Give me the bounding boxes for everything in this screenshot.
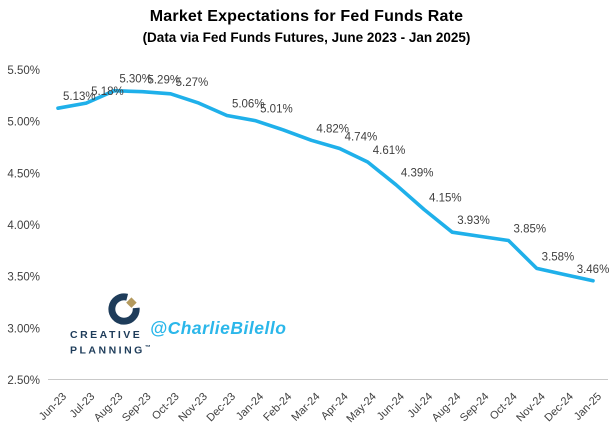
data-point-label: 4.82%: [316, 123, 349, 135]
data-point-label: 3.85%: [514, 224, 547, 236]
x-axis-tick-label: Nov-23: [176, 391, 210, 425]
x-axis-tick-label: Sep-23: [120, 391, 154, 425]
x-axis-tick-label: Jun-23: [37, 391, 69, 423]
x-axis-tick-label: Mar-24: [289, 391, 322, 424]
chart-title: Market Expectations for Fed Funds Rate: [149, 8, 464, 25]
creative-planning-logo: CREATIVE PLANNING™: [66, 291, 151, 358]
rate-line: [56, 88, 595, 283]
x-axis-tick-label: Jun-24: [375, 391, 407, 423]
y-axis-tick-label: 2.50%: [7, 375, 40, 387]
x-axis-tick-label: Feb-24: [261, 391, 294, 424]
x-axis-tick-label: Aug-23: [92, 391, 126, 425]
data-point-label: 4.74%: [345, 132, 378, 144]
creative-planning-logo-icon: [108, 293, 140, 325]
x-axis-tick-label: May-24: [344, 391, 378, 425]
y-axis-tick-label: 3.50%: [7, 272, 40, 284]
data-point-label: 5.18%: [91, 86, 124, 98]
data-point-label: 5.13%: [63, 91, 96, 103]
x-axis-tick-label: Dec-23: [205, 391, 239, 425]
data-point-label: 5.30%: [119, 74, 152, 86]
y-axis-tick-label: 3.00%: [7, 323, 40, 335]
x-axis-tick-label: Aug-24: [430, 391, 464, 425]
data-point-label: 3.93%: [457, 215, 490, 227]
twitter-handle: @CharlieBilello: [150, 318, 287, 338]
y-axis-tick-label: 5.00%: [7, 117, 40, 129]
x-axis-tick-label: Nov-24: [514, 391, 548, 425]
x-axis-tick-label: Sep-24: [458, 391, 492, 425]
data-point-label: 3.46%: [577, 264, 610, 276]
data-point-label: 3.58%: [542, 251, 575, 263]
y-axis-tick-label: 4.50%: [7, 168, 40, 180]
logo-trademark: ™: [144, 345, 151, 351]
logo-text-line1: CREATIVE: [70, 329, 143, 341]
data-point-label: 4.61%: [373, 145, 406, 157]
data-point-label: 4.39%: [401, 168, 434, 180]
y-axis-tick-label: 4.00%: [7, 220, 40, 232]
data-point-label: 5.06%: [232, 98, 265, 110]
chart-subtitle: (Data via Fed Funds Futures, June 2023 -…: [142, 30, 471, 45]
data-point-label: 5.29%: [147, 75, 180, 87]
x-axis-tick-label: Jan-24: [234, 391, 266, 423]
x-axis-tick-label: Dec-24: [542, 391, 576, 425]
y-axis-tick-label: 5.50%: [7, 65, 40, 77]
x-axis-tick-label: Jan-25: [572, 391, 604, 423]
logo-text-line2: PLANNING™: [70, 344, 151, 357]
data-point-label: 5.27%: [176, 77, 209, 89]
data-point-label: 4.15%: [429, 193, 462, 205]
data-point-label: 5.01%: [260, 104, 293, 116]
